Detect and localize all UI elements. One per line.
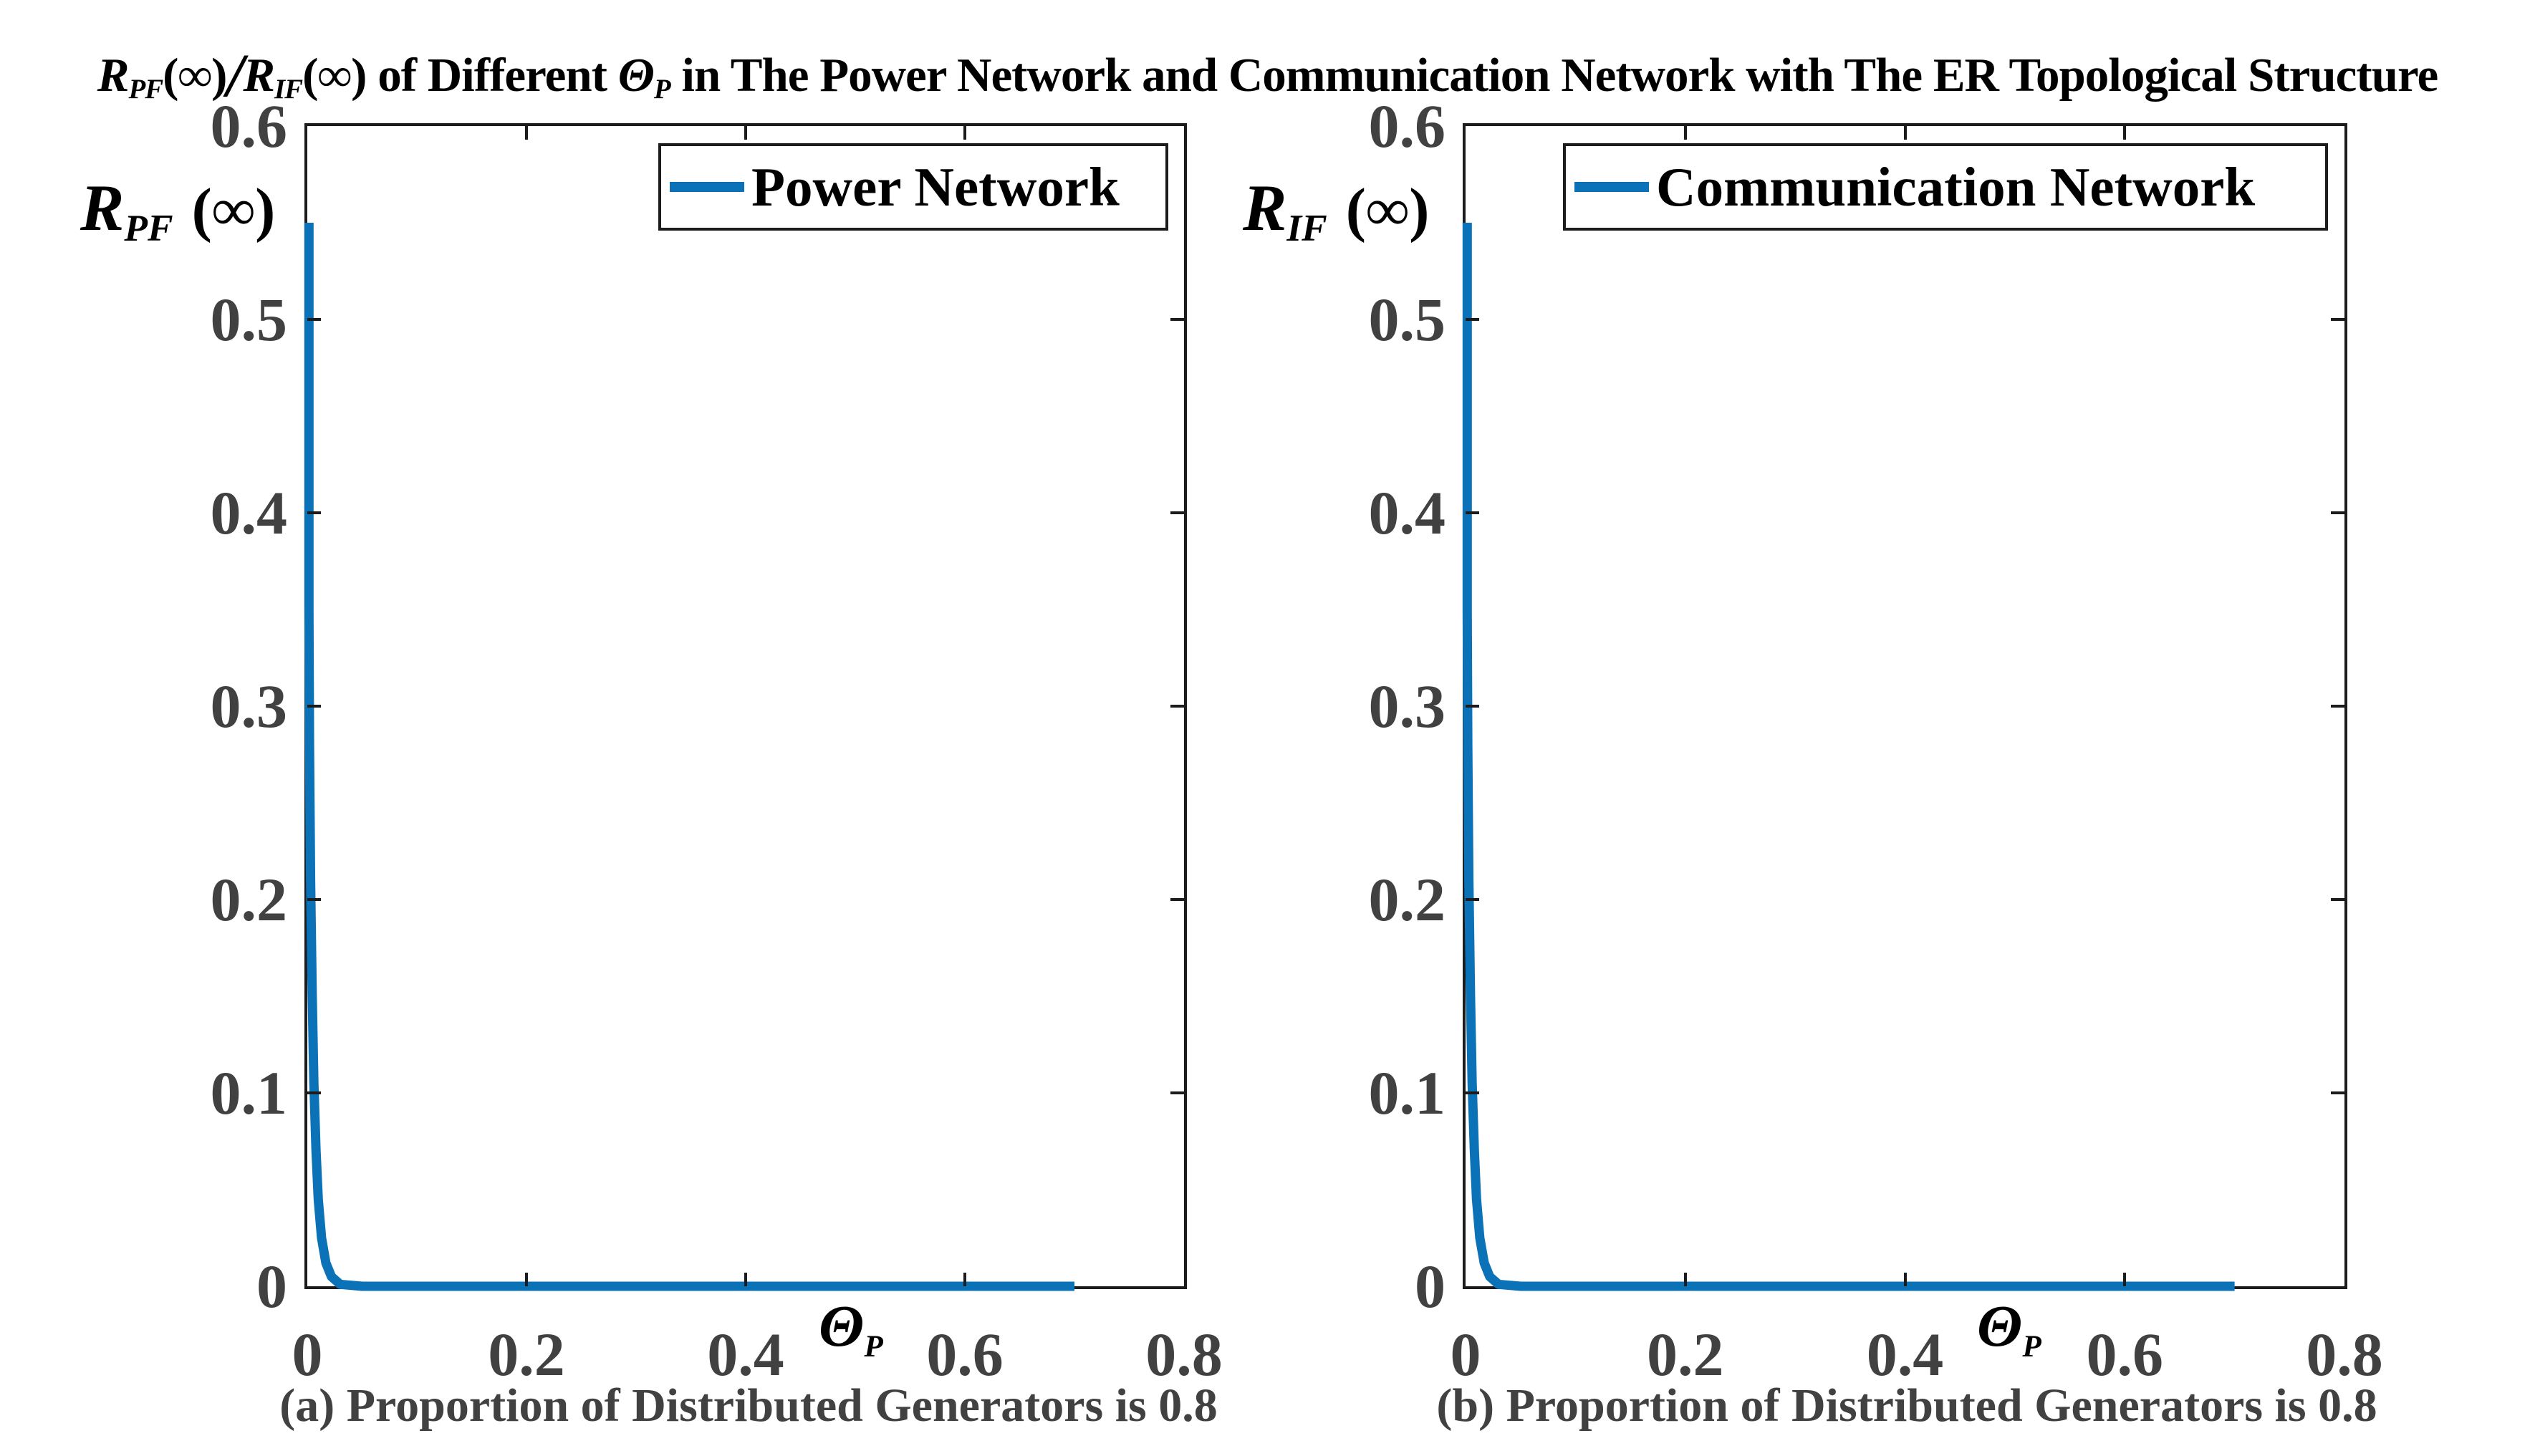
xlabel-base: Θ	[819, 1293, 865, 1359]
y-tick-label: 0.4	[210, 478, 288, 547]
ylabel-infinity: (∞)	[191, 177, 276, 244]
x-tick-label: 0.4	[1866, 1320, 1944, 1389]
y-tick-mark	[1170, 511, 1184, 514]
y-tick-label: 0	[256, 1252, 287, 1321]
y-tick-mark	[1170, 705, 1184, 708]
plot-area-communication: Communication Network ΘP 0 0.2 0.4 0.6 0.8 0 0…	[1369, 95, 2383, 1385]
ylabel-sub: PF	[124, 206, 173, 249]
title-theta: Θ	[617, 49, 655, 102]
title-math-inf1: (∞)	[163, 49, 227, 102]
y-tick-mark	[2331, 898, 2344, 901]
y-tick-label: 0.2	[210, 865, 288, 934]
x-tick-label: 0.8	[2306, 1320, 2383, 1389]
title-math-r2-sub: IF	[274, 73, 303, 105]
chart-caption-a: (a) Proportion of Distributed Generators…	[279, 1379, 1218, 1432]
y-tick-mark	[1466, 705, 1479, 708]
xlabel-sub: P	[2022, 1330, 2041, 1364]
x-axis-label-theta: ΘP	[1977, 1293, 2041, 1364]
y-tick-mark	[1466, 318, 1479, 321]
xlabel-base: Θ	[1977, 1293, 2023, 1359]
y-tick-mark	[2331, 705, 2344, 708]
y-tick-mark	[2331, 511, 2344, 514]
y-tick-label: 0.6	[1368, 92, 1446, 160]
x-tick-label: 0.8	[1145, 1320, 1223, 1389]
y-tick-label: 0.4	[1368, 478, 1446, 547]
y-tick-label: 0.6	[210, 92, 288, 160]
x-tick-label: 0.2	[1647, 1320, 1724, 1389]
x-tick-label: 0	[292, 1320, 323, 1389]
x-tick-mark	[1903, 1273, 1907, 1286]
y-tick-label: 0.1	[210, 1059, 288, 1127]
figure-title: RPF(∞)/RIF(∞) of Different ΘP in The Pow…	[0, 41, 2535, 112]
x-tick-mark	[2123, 126, 2127, 140]
y-tick-mark	[1170, 318, 1184, 321]
x-tick-mark	[1683, 126, 1687, 140]
y-tick-label: 0.5	[1368, 285, 1446, 354]
y-tick-mark	[307, 511, 321, 514]
y-tick-mark	[2331, 1091, 2344, 1094]
legend-communication: Communication Network	[1563, 143, 2328, 231]
ylabel-base: R	[80, 171, 125, 244]
y-tick-mark	[307, 318, 321, 321]
y-tick-label: 0.3	[1368, 672, 1446, 741]
x-tick-mark	[2123, 1273, 2127, 1286]
x-tick-mark	[1903, 126, 1907, 140]
ylabel-infinity: (∞)	[1345, 177, 1430, 244]
chart-caption-b: (b) Proportion of Distributed Generators…	[1436, 1379, 2377, 1432]
curve-svg	[304, 223, 1074, 1291]
x-tick-label: 0.6	[2086, 1320, 2164, 1389]
y-tick-label: 0.1	[1368, 1059, 1446, 1127]
title-math-inf2: (∞)	[302, 49, 367, 102]
title-math-r1-sub: PF	[128, 73, 163, 105]
power-network-curve	[304, 223, 1074, 1291]
title-text-rest: in The Power Network and Communication N…	[670, 49, 2438, 102]
curve-svg	[1462, 223, 2235, 1291]
y-tick-mark	[1466, 898, 1479, 901]
y-tick-mark	[1466, 511, 1479, 514]
y-tick-label: 0.5	[210, 285, 288, 354]
title-math-r1: R	[97, 49, 130, 102]
x-tick-mark	[1683, 1273, 1687, 1286]
y-axis-label-communication: RIF (∞)	[1243, 175, 1429, 247]
y-tick-mark	[2331, 318, 2344, 321]
xlabel-sub: P	[864, 1330, 883, 1364]
communication-network-curve	[1462, 223, 2235, 1291]
ylabel-sub: IF	[1286, 206, 1327, 249]
y-tick-mark	[307, 705, 321, 708]
title-theta-sub: P	[653, 73, 671, 105]
legend-line-swatch	[1574, 182, 1649, 192]
y-tick-mark	[307, 1091, 321, 1094]
y-axis-label-power: RPF (∞)	[80, 175, 275, 247]
x-tick-label: 0	[1450, 1320, 1481, 1389]
y-tick-label: 0.2	[1368, 865, 1446, 934]
x-tick-mark	[525, 1273, 528, 1286]
y-tick-label: 0	[1415, 1252, 1446, 1321]
title-slash: /	[226, 41, 244, 110]
x-tick-mark	[963, 1273, 966, 1286]
ylabel-base: R	[1243, 171, 1287, 244]
y-tick-mark	[1170, 1091, 1184, 1094]
legend-label: Communication Network	[1656, 155, 2256, 218]
x-tick-mark	[963, 126, 966, 140]
x-axis-label-theta: ΘP	[819, 1293, 883, 1364]
title-text-mid: of Different	[366, 49, 618, 102]
legend-line-swatch	[670, 182, 744, 192]
x-tick-label: 0.4	[707, 1320, 784, 1389]
y-tick-label: 0.3	[210, 672, 288, 741]
title-math-r2: R	[243, 49, 275, 102]
x-tick-label: 0.2	[488, 1320, 565, 1389]
legend-power: Power Network	[658, 143, 1168, 231]
x-tick-label: 0.6	[926, 1320, 1004, 1389]
plot-area-power: Power Network ΘP 0 0.2 0.4 0.6 0.8 0 0.1 0.2 0.3…	[211, 95, 1223, 1385]
y-tick-mark	[307, 898, 321, 901]
y-tick-mark	[1466, 1091, 1479, 1094]
y-tick-mark	[1170, 898, 1184, 901]
legend-label: Power Network	[751, 155, 1120, 218]
x-tick-mark	[744, 1273, 747, 1286]
x-tick-mark	[525, 126, 528, 140]
x-tick-mark	[744, 126, 747, 140]
